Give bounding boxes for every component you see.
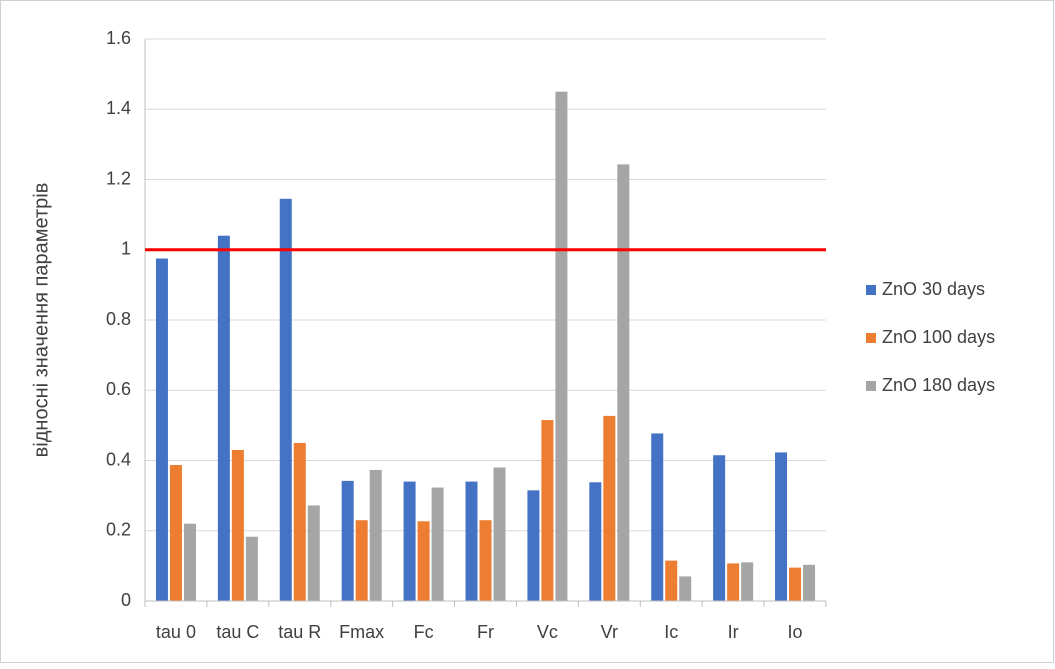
y-tick-label: 0 <box>121 590 131 610</box>
bar <box>479 520 492 601</box>
bar <box>155 258 168 601</box>
legend-label: ZnO 180 days <box>882 375 995 395</box>
y-tick-label: 0.6 <box>106 379 131 399</box>
bar <box>465 481 478 601</box>
bar <box>727 563 740 601</box>
bar <box>789 567 802 601</box>
y-tick-label: 0.8 <box>106 309 131 329</box>
x-tick-label: Fmax <box>339 622 384 642</box>
bar <box>775 452 788 601</box>
bar <box>679 576 692 601</box>
bar <box>431 487 444 601</box>
bar <box>493 467 506 601</box>
bar <box>651 433 664 601</box>
bar <box>245 536 258 601</box>
bar <box>183 523 196 601</box>
bar <box>231 449 244 601</box>
legend-swatch <box>866 381 876 391</box>
legend-swatch <box>866 285 876 295</box>
y-tick-label: 0.4 <box>106 449 131 469</box>
bar <box>527 490 540 601</box>
bar <box>293 442 306 601</box>
bar <box>369 469 382 601</box>
bar <box>217 235 230 601</box>
y-tick-label: 1.2 <box>106 168 131 188</box>
x-tick-label: Vr <box>601 622 618 642</box>
legend-swatch <box>866 333 876 343</box>
legend-label: ZnO 30 days <box>882 279 985 299</box>
y-tick-label: 1.4 <box>106 98 131 118</box>
bar <box>169 465 182 601</box>
bar <box>341 480 354 601</box>
y-tick-label: 1.6 <box>106 28 131 48</box>
bar <box>603 415 616 601</box>
x-tick-label: tau C <box>216 622 259 642</box>
bar <box>417 521 430 601</box>
bar <box>403 481 416 601</box>
x-tick-label: Io <box>788 622 803 642</box>
y-tick-label: 1 <box>121 239 131 259</box>
bar <box>307 505 320 601</box>
bar <box>665 560 678 601</box>
bar <box>279 198 292 601</box>
bar <box>589 482 602 601</box>
bar <box>355 520 368 601</box>
x-tick-label: tau 0 <box>156 622 196 642</box>
bar <box>713 455 726 601</box>
x-tick-label: Fr <box>477 622 494 642</box>
x-tick-label: Vc <box>537 622 558 642</box>
x-tick-label: Ir <box>728 622 739 642</box>
bar <box>803 564 816 601</box>
bar <box>555 91 568 601</box>
bar <box>541 420 554 601</box>
x-tick-label: Ic <box>664 622 678 642</box>
y-tick-label: 0.2 <box>106 520 131 540</box>
x-tick-label: Fc <box>414 622 434 642</box>
y-axis-label: відносні значення параметрів <box>30 183 52 458</box>
bar <box>617 164 630 602</box>
bar <box>741 562 754 601</box>
x-tick-label: tau R <box>278 622 321 642</box>
legend-label: ZnO 100 days <box>882 327 995 347</box>
